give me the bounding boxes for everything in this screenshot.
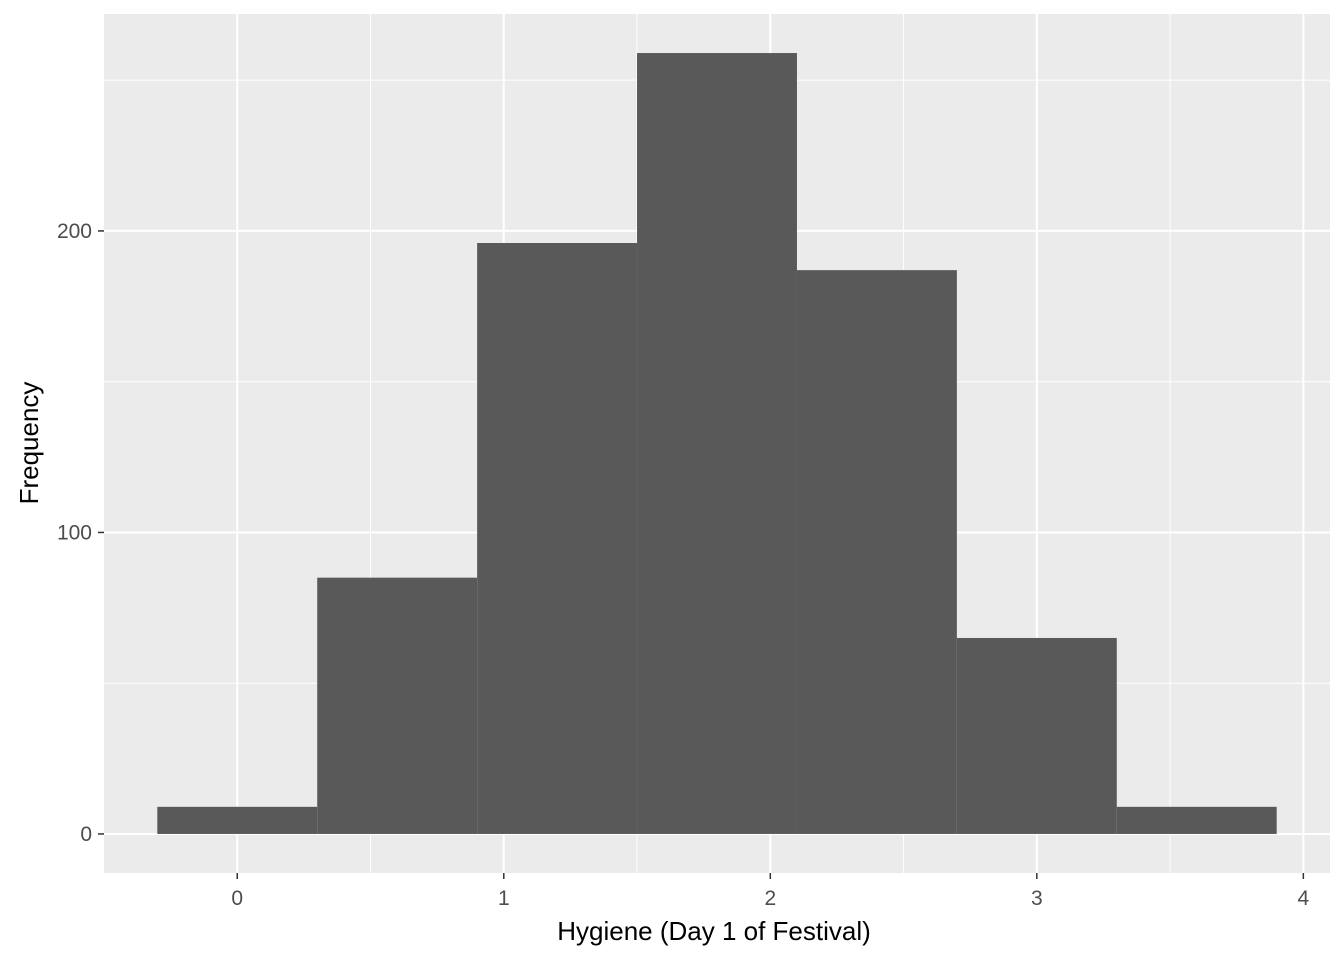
y-tick-label: 100 (57, 521, 92, 544)
y-tick-label: 200 (57, 220, 92, 243)
histogram-bar-1 (317, 577, 478, 834)
y-tick-label: 0 (80, 823, 92, 846)
x-tick-label: 3 (1031, 887, 1043, 910)
x-tick-label: 2 (764, 887, 776, 910)
histogram-bar-6 (1116, 806, 1277, 834)
histogram-bar-5 (956, 637, 1117, 834)
histogram-bar-4 (796, 270, 957, 834)
histogram-bar-2 (477, 242, 638, 834)
x-axis-title: Hygiene (Day 1 of Festival) (557, 916, 871, 946)
bars (157, 53, 1277, 834)
y-axis-ticks: 0 100 200 (57, 220, 104, 846)
histogram-bar-0 (157, 806, 318, 834)
y-axis-title: Frequency (14, 382, 44, 505)
x-tick-label: 4 (1298, 887, 1310, 910)
x-tick-label: 0 (231, 887, 243, 910)
x-tick-label: 1 (498, 887, 510, 910)
x-axis-ticks: 0 1 2 3 4 (231, 873, 1310, 910)
histogram-bar-3 (637, 53, 797, 834)
